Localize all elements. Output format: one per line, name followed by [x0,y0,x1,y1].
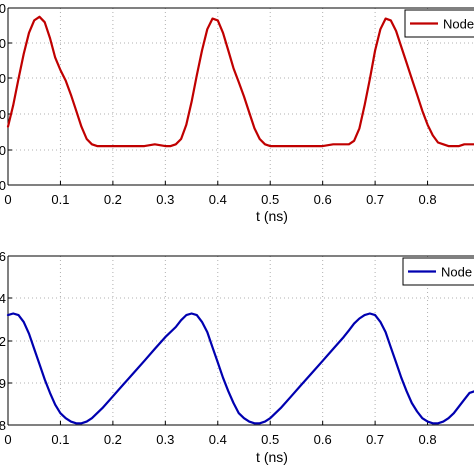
y-tick-label: 6 [0,249,6,264]
x-tick-label: 0 [4,432,11,447]
x-tick-label: 0.6 [314,192,332,207]
y-tick-label: 0 [0,178,6,193]
legend: Node [404,9,474,38]
y-tick-label: 0 [0,143,6,158]
x-tick-label: 0.3 [156,432,174,447]
legend: Node [402,257,474,286]
x-tick-label: 0.8 [419,432,437,447]
y-tick-label: 2 [0,334,6,349]
x-tick-label: 0.4 [209,432,227,447]
x-tick-label: 0.2 [104,432,122,447]
x-tick-label: 0.7 [366,192,384,207]
y-tick-label: 0 [0,36,6,51]
x-tick-label: 0.3 [156,192,174,207]
series-line [6,15,474,148]
x-tick-label: 0.5 [261,192,279,207]
x-axis-title: t (ns) [256,208,288,224]
x-tick-label: 0.5 [261,432,279,447]
y-tick-label: 0 [0,107,6,122]
y-tick-label: 8 [0,418,6,433]
x-axis-title: t (ns) [256,449,288,465]
y-tick-label: 9 [0,376,6,391]
legend-label: Node [441,265,472,280]
x-tick-label: 0.4 [209,192,227,207]
x-tick-label: 0.6 [314,432,332,447]
chart-panel-2: 0 0.1 0.2 0.3 0.4 0.5 0.6 0.7 0.8 6 4 2 9 8 Node t (ns) [0,249,474,465]
x-tick-label: 0 [4,192,11,207]
y-tick-label: 4 [0,291,6,306]
legend-label: Node [443,17,474,32]
x-tick-label: 0.1 [51,192,69,207]
y-tick-label: 0 [0,71,6,86]
x-tick-label: 0.7 [366,432,384,447]
series-line [6,312,474,425]
x-tick-label: 0.8 [419,192,437,207]
x-tick-label: 0.2 [104,192,122,207]
y-tick-label: 0 [0,1,6,16]
x-tick-label: 0.1 [51,432,69,447]
